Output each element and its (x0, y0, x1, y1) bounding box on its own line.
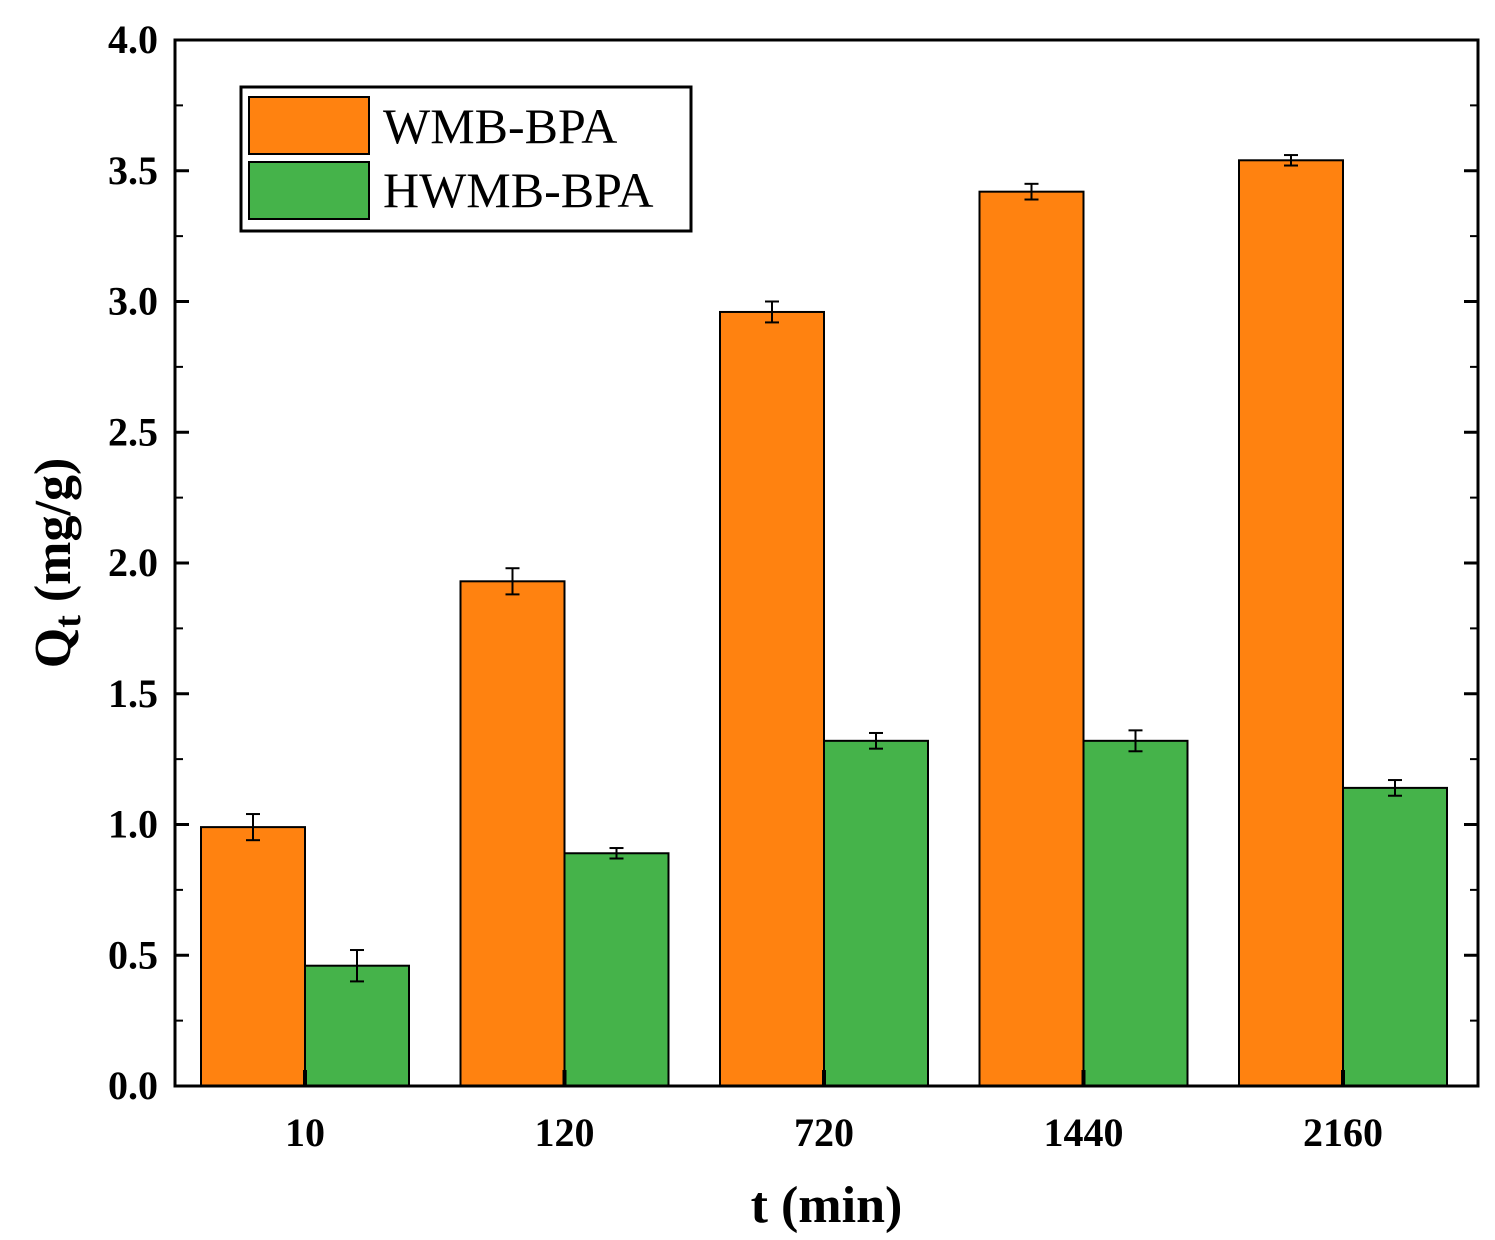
bars-group (200, 159, 1448, 1088)
bar-hwmb-bpa-720 (823, 739, 929, 1087)
bar-hwmb-bpa-2160 (1342, 786, 1448, 1087)
y-tick-labels: 0.0 0.5 1.0 1.5 2.0 2.5 3.0 3.5 4.0 (108, 17, 158, 1108)
y-axis-title: Qt (mg/g) (25, 458, 89, 669)
bar-wmb-bpa-1440 (978, 190, 1085, 1088)
y-tick-label-2.5: 2.5 (108, 409, 158, 454)
y-tick-label-3.5: 3.5 (108, 148, 158, 193)
x-tick-labels: 10 120 720 1440 2160 (285, 1110, 1383, 1155)
error-bars-group (246, 154, 1402, 983)
bar-hwmb-bpa-10 (304, 964, 410, 1088)
bar-wmb-bpa-720 (719, 310, 825, 1087)
legend-label-wmb-bpa: WMB-BPA (383, 98, 617, 154)
x-tick-label-1440: 1440 (1044, 1110, 1124, 1155)
x-axis-title: t (min) (751, 1177, 903, 1234)
y-tick-label-1.5: 1.5 (108, 671, 158, 716)
y-tick-label-1.0: 1.0 (108, 802, 158, 847)
bar-hwmb-bpa-1440 (1082, 739, 1189, 1087)
x-tick-label-720: 720 (794, 1110, 854, 1155)
legend-label-hwmb-bpa: HWMB-BPA (383, 162, 653, 218)
plot-frame (173, 38, 1480, 1088)
y-tick-label-4.0: 4.0 (108, 17, 158, 62)
y-axis-title-subscript: t (47, 615, 89, 628)
x-tick-label-120: 120 (535, 1110, 595, 1155)
y-tick-label-3.0: 3.0 (108, 279, 158, 324)
bar-hwmb-bpa-120 (563, 852, 670, 1088)
legend-swatch-hwmb-bpa (248, 161, 370, 220)
bar-wmb-bpa-10 (200, 826, 306, 1087)
y-tick-label-0.0: 0.0 (108, 1063, 158, 1108)
y-tick-label-2.0: 2.0 (108, 540, 158, 585)
y-axis-title-main: Q (25, 628, 82, 668)
bar-wmb-bpa-2160 (1238, 159, 1344, 1088)
legend-swatch-wmb-bpa (248, 96, 370, 155)
bar-wmb-bpa-120 (459, 580, 566, 1087)
x-tick-label-10: 10 (285, 1110, 325, 1155)
legend: WMB-BPA HWMB-BPA (239, 85, 693, 233)
y-axis-title-unit: (mg/g) (25, 458, 82, 615)
y-tick-label-0.5: 0.5 (108, 932, 158, 977)
x-tick-label-2160: 2160 (1303, 1110, 1383, 1155)
